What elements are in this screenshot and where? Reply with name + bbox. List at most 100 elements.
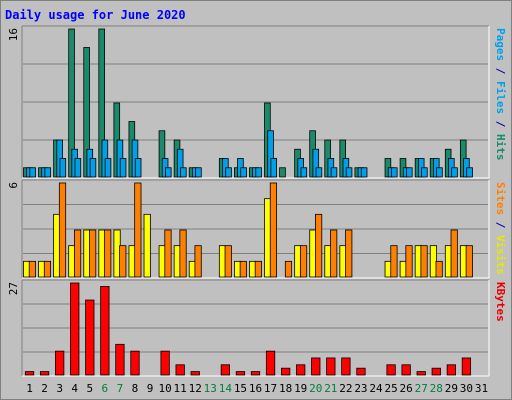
bar-kbytes-day-17 (265, 350, 276, 376)
bar-kbytes-day-30 (461, 357, 472, 376)
bar-sites-day-14 (224, 245, 232, 278)
bar-pages-day-22 (345, 167, 353, 178)
x-tick-label: 10 (158, 382, 171, 395)
bar-sites-day-30 (465, 245, 473, 278)
bar-pages-day-17 (270, 158, 278, 178)
bar-pages-day-4 (74, 158, 82, 178)
panel-axis-label-part: Pages (494, 28, 507, 61)
bar-pages-day-14 (225, 167, 232, 178)
x-tick-label: 17 (264, 382, 277, 395)
bar-kbytes-day-27 (416, 371, 426, 376)
bar-sites-day-27 (420, 245, 428, 278)
x-tick-label: 5 (86, 382, 93, 395)
x-tick-label: 13 (204, 382, 217, 395)
bar-kbytes-day-12 (190, 371, 200, 376)
panel-axis-label-part: Visits (494, 235, 507, 275)
x-tick-label: 2 (41, 382, 48, 395)
bar-sites-day-5 (89, 229, 97, 278)
x-tick-label: 6 (102, 382, 109, 395)
panel-axis-label: Sites / Visits (494, 182, 507, 275)
bar-kbytes-day-10 (160, 350, 170, 376)
bar-kbytes-day-11 (175, 364, 185, 376)
bar-kbytes-day-19 (296, 364, 306, 376)
bar-pages-day-19 (300, 167, 308, 178)
bar-sites-day-28 (435, 260, 443, 278)
x-tick-label: 7 (117, 382, 124, 395)
bar-sites-day-4 (74, 229, 82, 278)
x-tick-label: 15 (234, 382, 247, 395)
x-tick-label: 19 (294, 382, 307, 395)
bar-pages-day-29 (451, 167, 458, 178)
bar-sites-day-2 (43, 260, 52, 278)
bar-kbytes-day-4 (70, 282, 80, 376)
x-axis-labels: 1 2 3 4 5 6 7 8 9 10 11 12 13 14 15 16 17 18 19 20 21 22 23 24 2… (26, 382, 488, 395)
bar-sites-day-26 (405, 245, 413, 278)
panels: 16 Pages / Files / Hits 6 Sites / Visits 27 K… (7, 25, 507, 377)
bar-pages-day-30 (466, 167, 473, 178)
bar-sites-day-1 (28, 260, 36, 278)
bar-sites-day-8 (134, 182, 142, 278)
bar-pages-day-7 (119, 158, 127, 178)
bar-pages-day-8 (134, 158, 142, 178)
x-tick-label: 1 (26, 382, 33, 395)
y-max-label: 16 (7, 28, 20, 41)
panel-1: 16 Pages / Files / Hits (7, 25, 507, 179)
panel-axis-label-part: KBytes (494, 282, 507, 322)
bar-kbytes-day-1 (24, 371, 35, 376)
y-max-label: 6 (7, 182, 20, 189)
panel-3: 27 KBytes (7, 279, 507, 377)
x-tick-label: 31 (475, 382, 488, 395)
bar-kbytes-day-14 (220, 364, 230, 376)
bar-pages-day-2 (44, 167, 52, 178)
bar-sites-day-16 (254, 260, 262, 278)
bar-pages-day-26 (406, 167, 413, 178)
panel-axis-label-part: / (494, 215, 507, 235)
bar-sites-day-20 (315, 213, 323, 278)
x-tick-label: 29 (445, 382, 458, 395)
bar-sites-day-18 (284, 260, 293, 278)
bar-kbytes-day-20 (311, 357, 321, 376)
x-tick-label: 14 (219, 382, 233, 395)
panel-axis-label-part: Hits (494, 134, 507, 161)
bar-kbytes-day-25 (386, 364, 396, 376)
bar-pages-day-12 (195, 167, 202, 178)
panel-axis-label-part: / (494, 114, 507, 134)
panel-2: 6 Sites / Visits (7, 179, 507, 279)
bar-hits-day-18 (279, 167, 286, 178)
x-tick-label: 18 (279, 382, 292, 395)
x-tick-label: 24 (369, 382, 383, 395)
bar-kbytes-day-23 (356, 367, 366, 376)
bar-sites-day-19 (299, 245, 308, 278)
panel-axis-label: KBytes (494, 282, 507, 322)
panel-axis-label: Pages / Files / Hits (494, 28, 507, 161)
bar-pages-day-11 (180, 167, 187, 178)
y-max-label: 27 (7, 282, 20, 295)
bar-sites-day-3 (58, 182, 67, 278)
bar-sites-day-10 (164, 229, 172, 278)
x-tick-label: 21 (324, 382, 337, 395)
bar-sites-day-21 (330, 229, 338, 278)
bar-sites-day-11 (179, 229, 187, 278)
bar-kbytes-day-7 (115, 343, 125, 376)
bar-pages-day-5 (89, 158, 97, 178)
panel-axis-label-part: Sites (494, 182, 507, 215)
bar-pages-day-20 (315, 167, 323, 178)
bar-pages-day-10 (164, 167, 172, 178)
bar-sites-day-6 (104, 229, 112, 278)
x-tick-label: 25 (384, 382, 397, 395)
bar-kbytes-day-29 (446, 364, 456, 376)
bar-kbytes-day-26 (401, 364, 411, 376)
x-tick-label: 30 (460, 382, 473, 395)
x-tick-label: 20 (309, 382, 322, 395)
bar-kbytes-day-28 (431, 367, 441, 376)
x-tick-label: 12 (189, 382, 202, 395)
x-tick-label: 16 (249, 382, 262, 395)
bar-pages-day-27 (421, 167, 428, 178)
bar-sites-day-15 (239, 260, 247, 278)
bar-kbytes-day-16 (250, 371, 261, 376)
bar-pages-day-6 (104, 158, 112, 178)
x-tick-label: 22 (339, 382, 352, 395)
bar-sites-day-7 (119, 245, 127, 278)
bar-kbytes-day-15 (235, 371, 246, 376)
